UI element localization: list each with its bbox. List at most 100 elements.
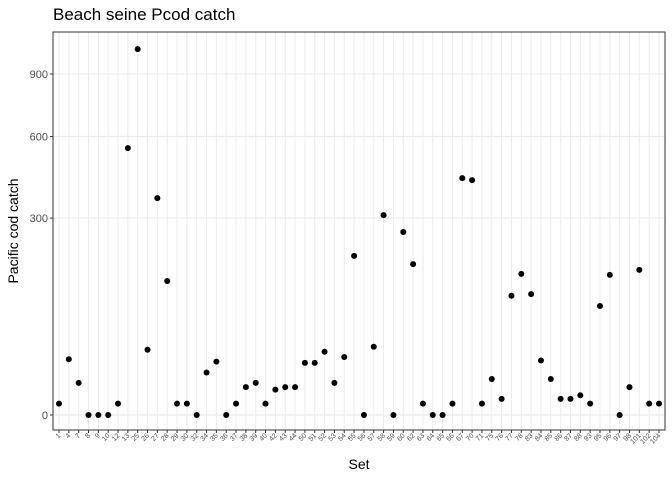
x-tick-label: 62: [406, 432, 417, 443]
point: [272, 386, 279, 393]
x-tick-label: 13: [121, 432, 132, 443]
x-tick-label: 37: [229, 432, 240, 443]
x-tick-label: 71: [475, 432, 486, 443]
point: [223, 412, 230, 418]
point: [85, 412, 92, 418]
point: [56, 400, 62, 407]
y-tick-label: 0: [42, 410, 48, 422]
point: [577, 392, 584, 399]
x-tick-label: 95: [593, 432, 604, 443]
point: [203, 369, 210, 376]
x-tick-label: 9: [94, 432, 102, 440]
chart-title: Beach seine Pcod catch: [53, 5, 235, 24]
point: [144, 346, 151, 353]
x-tick-label: 28: [160, 432, 171, 443]
x-tick-label: 40: [259, 432, 270, 443]
point: [65, 356, 72, 363]
point: [656, 400, 662, 407]
x-tick-label: 60: [396, 432, 407, 443]
x-tick-label: 42: [268, 432, 279, 443]
x-tick-label: 29: [170, 432, 181, 443]
point: [174, 400, 181, 407]
x-tick-label: 104: [649, 432, 662, 445]
y-tick-label: 900: [30, 69, 48, 81]
point: [193, 412, 200, 418]
point: [596, 302, 603, 309]
point: [459, 175, 466, 182]
point: [478, 400, 485, 407]
point: [233, 400, 240, 407]
x-tick-label: 67: [455, 432, 466, 443]
x-tick-label: 83: [524, 432, 535, 443]
point: [528, 291, 535, 298]
x-tick-label: 25: [131, 432, 142, 443]
point: [449, 400, 456, 407]
point: [606, 271, 613, 278]
x-tick-label: 86: [554, 432, 565, 443]
point: [439, 412, 446, 418]
point: [508, 292, 515, 299]
point: [616, 412, 623, 418]
plot-border: [52, 31, 666, 431]
x-tick-label: 43: [278, 432, 289, 443]
point: [311, 359, 318, 366]
point: [488, 376, 495, 383]
point: [518, 270, 525, 277]
x-tick-label: 63: [416, 432, 427, 443]
point: [410, 261, 417, 268]
x-tick-label: 77: [504, 432, 515, 443]
x-tick-label: 7: [74, 432, 82, 440]
x-tick-label: 26: [140, 432, 151, 443]
x-tick-label: 55: [347, 432, 358, 443]
x-tick-label: 44: [288, 432, 299, 443]
x-tick-label: 50: [298, 432, 309, 443]
x-tick-label: 70: [465, 432, 476, 443]
point: [252, 379, 259, 386]
point: [124, 145, 131, 152]
x-tick-label: 12: [111, 432, 122, 443]
x-tick-label: 27: [150, 432, 161, 443]
point: [183, 400, 190, 407]
point: [341, 354, 348, 361]
point: [469, 177, 476, 184]
point: [95, 412, 102, 418]
point: [321, 348, 328, 355]
point: [537, 357, 544, 364]
point: [154, 195, 161, 202]
x-tick-label: 10: [101, 432, 112, 443]
x-tick-label: 8: [84, 432, 92, 440]
point: [75, 379, 82, 386]
point: [429, 412, 436, 418]
point: [636, 266, 643, 273]
point: [351, 252, 358, 259]
point: [567, 395, 574, 402]
x-tick-label: 87: [563, 432, 574, 443]
point: [360, 412, 367, 418]
x-tick-label: 76: [495, 432, 506, 443]
x-tick-label: 78: [514, 432, 525, 443]
point: [587, 400, 594, 407]
x-tick-label: 30: [180, 432, 191, 443]
x-tick-label: 53: [327, 432, 338, 443]
point: [390, 412, 397, 418]
point: [380, 212, 387, 219]
point: [498, 395, 505, 402]
y-axis-label: Pacific cod catch: [5, 178, 21, 283]
x-tick-label: 98: [622, 432, 633, 443]
x-tick-label: 38: [239, 432, 250, 443]
y-tick-label: 600: [30, 132, 48, 144]
point: [301, 359, 308, 366]
point: [646, 400, 653, 407]
point: [213, 358, 220, 365]
x-tick-label: 56: [357, 432, 368, 443]
x-tick-label: 59: [386, 432, 397, 443]
point: [242, 384, 249, 391]
x-tick-label: 1: [55, 432, 63, 440]
x-tick-label: 32: [190, 432, 201, 443]
point: [331, 379, 338, 386]
point: [105, 412, 112, 418]
x-tick-label: 39: [249, 432, 260, 443]
x-tick-label: 93: [583, 432, 594, 443]
x-tick-label: 85: [544, 432, 555, 443]
x-axis-label: Set: [348, 456, 369, 472]
